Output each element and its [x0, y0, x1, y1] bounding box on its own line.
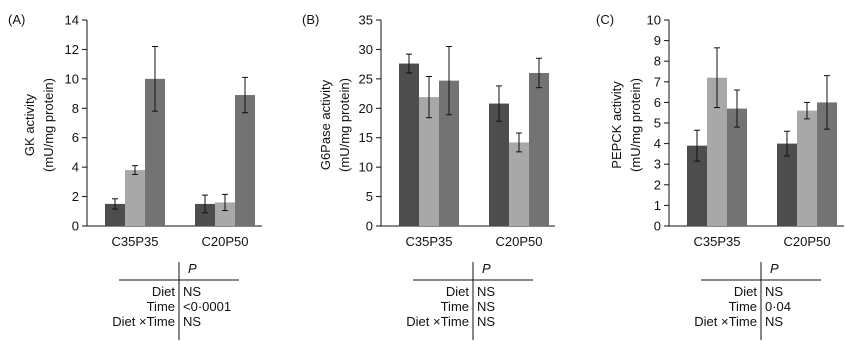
stats-row-label: Time — [729, 299, 757, 314]
y-tick-label: 7 — [654, 74, 661, 89]
stats-row-label: Time — [147, 299, 175, 314]
y-tick-label: 8 — [72, 101, 79, 116]
stats-row-label: Diet — [446, 284, 470, 299]
y-axis-label-unit: (mU/mg protein) — [41, 78, 56, 172]
stats-row-label: Diet ×Time — [112, 314, 175, 329]
stats-row-value: 0·04 — [765, 299, 791, 314]
bar — [509, 142, 529, 226]
stats-row-value: NS — [477, 299, 495, 314]
y-tick-label: 10 — [359, 160, 373, 175]
bar — [439, 80, 459, 226]
x-category-label: C20P50 — [496, 234, 543, 249]
stats-row-value: NS — [183, 314, 201, 329]
panel-letter: (C) — [596, 12, 614, 27]
stats-row-label: Diet ×Time — [694, 314, 757, 329]
y-tick-label: 0 — [72, 219, 79, 234]
stats-row-label: Diet — [734, 284, 758, 299]
y-tick-label: 12 — [65, 42, 79, 57]
bar — [105, 203, 125, 226]
bar — [797, 110, 817, 226]
x-category-label: C35P35 — [112, 234, 159, 249]
y-tick-label: 8 — [654, 54, 661, 69]
bar — [529, 72, 549, 226]
bar — [727, 108, 747, 226]
x-category-label: C35P35 — [694, 234, 741, 249]
y-axis-label-unit: (mU/mg protein) — [628, 78, 643, 172]
y-tick-label: 0 — [654, 219, 661, 234]
y-tick-label: 4 — [72, 160, 79, 175]
y-tick-label: 2 — [654, 177, 661, 192]
y-tick-label: 2 — [72, 189, 79, 204]
stats-row-label: Diet — [152, 284, 176, 299]
bar — [215, 202, 235, 226]
panel-letter: (B) — [302, 12, 319, 27]
stats-row-value: NS — [765, 314, 783, 329]
stats-row-value: NS — [765, 284, 783, 299]
x-category-label: C20P50 — [202, 234, 249, 249]
y-tick-label: 25 — [359, 71, 373, 86]
stats-row-value: <0·0001 — [183, 299, 231, 314]
y-axis-label: G6Pase activity — [318, 79, 333, 170]
y-tick-label: 30 — [359, 42, 373, 57]
stats-header-p: P — [188, 261, 197, 276]
y-tick-label: 35 — [359, 13, 373, 28]
y-tick-label: 6 — [654, 95, 661, 110]
y-tick-label: 14 — [65, 13, 79, 28]
stats-row-value: NS — [183, 284, 201, 299]
bar — [817, 102, 837, 226]
bar — [707, 77, 727, 227]
panel-letter: (A) — [8, 12, 25, 27]
bar — [145, 78, 165, 226]
bar — [195, 203, 215, 226]
x-category-label: C20P50 — [784, 234, 831, 249]
y-tick-label: 1 — [654, 198, 661, 213]
y-tick-label: 5 — [366, 189, 373, 204]
y-tick-label: 20 — [359, 101, 373, 116]
y-tick-label: 10 — [647, 13, 661, 28]
bar — [399, 63, 419, 226]
y-tick-label: 0 — [366, 219, 373, 234]
stats-row-label: Time — [441, 299, 469, 314]
y-axis-label-unit: (mU/mg protein) — [337, 78, 352, 172]
bar — [419, 97, 439, 226]
bar — [489, 103, 509, 226]
bar — [125, 170, 145, 226]
x-category-label: C35P35 — [406, 234, 453, 249]
stats-header-p: P — [770, 261, 779, 276]
bar — [777, 143, 797, 226]
stats-row-value: NS — [477, 314, 495, 329]
y-tick-label: 15 — [359, 130, 373, 145]
stats-header-p: P — [482, 261, 491, 276]
y-axis-label: GK activity — [22, 93, 37, 156]
y-tick-label: 6 — [72, 130, 79, 145]
y-tick-label: 4 — [654, 136, 661, 151]
y-tick-label: 10 — [65, 71, 79, 86]
y-tick-label: 9 — [654, 33, 661, 48]
y-axis-label: PEPCK activity — [609, 81, 624, 169]
stats-row-label: Diet ×Time — [406, 314, 469, 329]
y-tick-label: 3 — [654, 157, 661, 172]
stats-row-value: NS — [477, 284, 495, 299]
bar — [687, 145, 707, 226]
bar — [235, 95, 255, 227]
y-tick-label: 5 — [654, 116, 661, 131]
